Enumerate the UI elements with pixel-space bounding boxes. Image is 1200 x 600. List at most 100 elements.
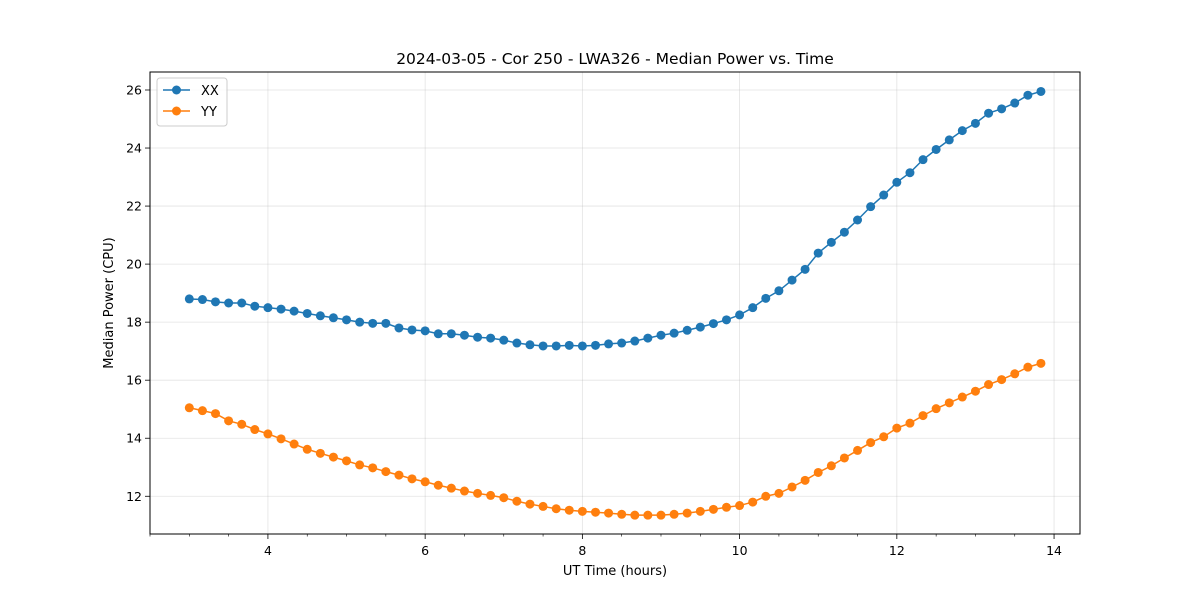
data-point-xx <box>970 118 980 128</box>
data-point-yy <box>669 509 679 519</box>
data-point-xx <box>394 323 404 333</box>
data-point-xx <box>695 322 705 332</box>
data-point-xx <box>813 248 823 258</box>
data-point-xx <box>997 104 1007 114</box>
y-tick-label: 24 <box>126 141 142 156</box>
data-point-yy <box>800 475 810 485</box>
legend-label-xx: XX <box>201 84 219 99</box>
data-point-xx <box>748 303 758 313</box>
data-point-xx <box>918 155 928 165</box>
data-point-yy <box>486 490 496 500</box>
data-point-yy <box>604 508 614 518</box>
data-point-xx <box>1010 98 1020 108</box>
data-point-xx <box>486 333 496 343</box>
plot-frame <box>149 71 1081 535</box>
x-tick-label: 10 <box>732 543 748 558</box>
data-point-xx <box>1036 86 1046 96</box>
y-tick-label: 16 <box>126 373 142 388</box>
data-point-xx <box>617 338 627 348</box>
data-point-xx <box>604 339 614 349</box>
data-point-xx <box>826 237 836 247</box>
data-point-yy <box>984 380 994 390</box>
data-point-yy <box>276 434 286 444</box>
x-axis-label: UT Time (hours) <box>563 564 667 579</box>
data-point-xx <box>368 318 378 328</box>
data-point-yy <box>1023 362 1033 372</box>
data-point-xx <box>879 190 889 200</box>
data-point-yy <box>879 432 889 442</box>
data-point-xx <box>407 325 417 335</box>
data-point-yy <box>577 506 587 516</box>
data-point-yy <box>761 491 771 501</box>
data-point-yy <box>866 438 876 448</box>
data-point-xx <box>420 326 430 336</box>
data-point-yy <box>184 403 194 413</box>
data-point-yy <box>617 509 627 519</box>
data-point-yy <box>643 510 653 520</box>
data-point-xx <box>735 310 745 320</box>
legend-marker-yy <box>172 106 181 116</box>
data-point-xx <box>669 328 679 338</box>
data-point-yy <box>656 510 666 520</box>
data-point-yy <box>682 508 692 518</box>
x-tick-label: 4 <box>264 543 272 558</box>
data-point-xx <box>774 286 784 296</box>
data-point-yy <box>839 453 849 463</box>
data-point-xx <box>708 319 718 329</box>
data-point-xx <box>315 311 325 321</box>
data-point-xx <box>289 306 299 316</box>
y-tick-label: 26 <box>126 82 142 97</box>
data-point-xx <box>721 315 731 325</box>
legend-label-yy: YY <box>200 105 217 120</box>
data-point-xx <box>630 336 640 346</box>
x-tick-label: 6 <box>421 543 429 558</box>
data-point-xx <box>302 308 312 318</box>
data-point-yy <box>433 480 443 490</box>
data-point-yy <box>368 463 378 473</box>
data-point-yy <box>473 488 483 498</box>
data-point-xx <box>944 135 954 145</box>
data-point-xx <box>473 332 483 342</box>
data-point-yy <box>853 445 863 455</box>
data-point-xx <box>224 298 234 308</box>
y-axis-label: Median Power (CPU) <box>102 237 117 368</box>
data-point-yy <box>1036 358 1046 368</box>
data-point-yy <box>748 497 758 507</box>
data-point-xx <box>459 330 469 340</box>
data-point-xx <box>197 295 207 305</box>
grid <box>150 72 1080 534</box>
data-point-yy <box>905 418 915 428</box>
data-point-yy <box>197 406 207 416</box>
data-point-xx <box>761 293 771 303</box>
data-point-xx <box>499 335 509 345</box>
data-point-xx <box>866 202 876 212</box>
data-point-yy <box>446 483 456 493</box>
data-point-xx <box>184 294 194 304</box>
data-point-yy <box>735 501 745 511</box>
data-point-xx <box>328 313 338 323</box>
data-point-yy <box>263 429 273 439</box>
data-point-yy <box>512 496 522 506</box>
data-point-yy <box>997 375 1007 385</box>
data-point-xx <box>1023 90 1033 100</box>
data-point-yy <box>787 482 797 492</box>
data-point-yy <box>224 416 234 426</box>
data-point-yy <box>525 499 535 509</box>
data-point-yy <box>774 488 784 498</box>
data-point-xx <box>931 144 941 154</box>
data-point-yy <box>892 423 902 433</box>
data-point-xx <box>643 333 653 343</box>
data-point-yy <box>237 419 247 429</box>
data-point-yy <box>394 470 404 480</box>
data-point-yy <box>355 460 365 470</box>
data-point-yy <box>289 439 299 449</box>
data-point-xx <box>525 340 535 350</box>
y-tick-label: 20 <box>126 257 142 272</box>
data-point-yy <box>630 510 640 520</box>
x-tick-label: 8 <box>578 543 586 558</box>
data-point-xx <box>355 317 365 327</box>
data-point-xx <box>276 304 286 314</box>
legend-marker-xx <box>172 85 181 95</box>
data-point-xx <box>342 315 352 325</box>
